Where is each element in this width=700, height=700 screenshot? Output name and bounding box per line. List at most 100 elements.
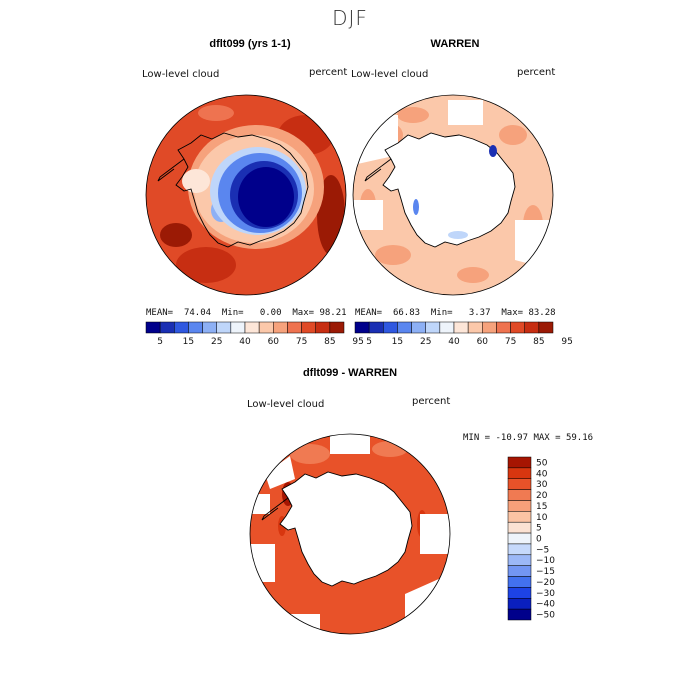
min-value: 3.37	[468, 308, 491, 318]
stats-line-model: MEAN= 74.04 Min= 0.00 Max= 98.21	[146, 308, 347, 318]
colorbar-swatch	[524, 321, 540, 334]
mean-label: MEAN=	[355, 308, 383, 318]
missing-data	[448, 100, 483, 125]
panel-title-obs: WARREN	[430, 38, 480, 50]
colorbar-swatch	[216, 321, 232, 334]
field-patch	[489, 145, 497, 157]
antarctic-peninsula	[364, 158, 392, 182]
colorbar-tick-label: −30	[536, 589, 555, 599]
max-label: Max=	[501, 308, 524, 318]
colorbar-tick-label: 5	[157, 337, 163, 347]
colorbar-swatch	[510, 321, 525, 334]
mean-value: 74.04	[183, 308, 212, 318]
min-value: 0.00	[259, 308, 282, 318]
colorbar-tick-label: 25	[420, 337, 431, 347]
colorbar-tick-label: 30	[536, 480, 548, 490]
colorbar-tick-label: 40	[239, 337, 251, 347]
missing-data	[353, 200, 383, 230]
colorbar-swatch	[507, 489, 532, 501]
field-core	[238, 167, 294, 227]
colorbar-swatch	[258, 321, 274, 334]
colorbar-swatch	[188, 321, 203, 334]
colorbar-swatch	[383, 321, 398, 334]
field-patch	[198, 105, 234, 121]
min-label: Min=	[430, 308, 453, 318]
colorbar-swatch	[507, 467, 532, 479]
colorbar-tick-label: −10	[536, 556, 555, 566]
colorbar-tick-label: 85	[533, 337, 544, 347]
colorbar-swatch	[507, 608, 532, 621]
colorbar-tick-label: −5	[536, 545, 549, 555]
map-boundary	[352, 94, 554, 296]
colorbar-tick-label: 95	[352, 337, 363, 347]
colorbar-tick-label: 20	[536, 491, 548, 501]
colorbar-tick-label: 75	[296, 337, 307, 347]
colorbar-swatch	[368, 321, 384, 334]
colorbar-swatch	[273, 321, 288, 334]
colorbar-tick-label: 40	[536, 469, 548, 479]
figure-title: DJF	[332, 6, 368, 30]
colorbar-obs: 5 15 25 40 60 75 85 95	[354, 321, 573, 347]
colorbar-tick-label: 40	[448, 337, 460, 347]
field-patch	[375, 245, 411, 265]
colorbar-swatch	[507, 532, 532, 545]
missing-data	[330, 434, 370, 454]
colorbar-tick-label: −20	[536, 578, 555, 588]
colorbar-model: 5 15 25 40 60 75 85 95	[145, 321, 364, 347]
antarctica-coastline	[279, 471, 413, 587]
stats-line-obs: MEAN= 66.83 Min= 3.37 Max= 83.28	[355, 308, 556, 318]
colorbar-swatch	[202, 321, 217, 334]
max-value: 98.21	[319, 308, 347, 318]
minmax-diff: MIN = -10.97 MAX = 59.16	[463, 433, 594, 443]
mean-label: MEAN=	[146, 308, 174, 318]
panel-units-label-obs: percent	[517, 67, 556, 78]
map-model	[146, 95, 346, 295]
panel-title-diff: dflt099 - WARREN	[302, 367, 398, 379]
panel-units-label-model: percent	[309, 67, 348, 78]
field-patch	[290, 444, 330, 464]
colorbar-tick-label: 95	[561, 337, 572, 347]
colorbar-swatch	[507, 478, 532, 490]
field-patch	[397, 107, 429, 123]
maps-layer	[145, 94, 554, 635]
colorbar-swatch	[482, 321, 497, 334]
colorbar-swatch	[507, 576, 532, 588]
field-patch	[160, 223, 192, 247]
colorbar-swatch	[244, 321, 260, 334]
colorbars-layer: 5 15 25 40 60 75 85 95 5 15 25 40 60 75 85 955040302015…	[145, 321, 573, 621]
colorbar-tick-label: 15	[536, 502, 547, 512]
mean-value: 66.83	[392, 308, 421, 318]
field-patch	[176, 247, 236, 283]
colorbar-swatch	[507, 543, 532, 556]
colorbar-swatch	[315, 321, 331, 334]
panel-variable-label-obs: Low-level cloud	[351, 69, 429, 80]
colorbar-swatch	[507, 511, 532, 523]
colorbar-tick-label: 85	[324, 337, 335, 347]
missing-data	[250, 544, 275, 582]
field-patch	[413, 199, 419, 215]
colorbar-tick-label: 15	[392, 337, 403, 347]
panel-variable-label-model: Low-level cloud	[142, 69, 220, 80]
field-patch	[448, 231, 468, 239]
colorbar-swatch	[467, 321, 483, 334]
colorbar-swatch	[287, 321, 302, 334]
panel-units-label-diff: percent	[412, 396, 451, 407]
colorbar-swatch	[507, 500, 532, 512]
colorbar-swatch	[538, 321, 554, 334]
colorbar-swatch	[159, 321, 175, 334]
colorbar-swatch	[507, 598, 532, 610]
colorbar-swatch	[453, 321, 469, 334]
colorbar-tick-label: 25	[211, 337, 222, 347]
colorbar-tick-label: 0	[536, 535, 542, 545]
colorbar-swatch	[411, 321, 426, 334]
antarctic-peninsula	[157, 158, 185, 182]
colorbar-swatch	[507, 456, 532, 469]
colorbar-tick-label: −15	[536, 567, 555, 577]
antarctic-peninsula	[261, 497, 289, 521]
colorbar-swatch	[507, 521, 532, 534]
colorbar-tick-label: 15	[183, 337, 194, 347]
max-label: Max=	[292, 308, 315, 318]
colorbar-tick-label: 10	[536, 513, 548, 523]
